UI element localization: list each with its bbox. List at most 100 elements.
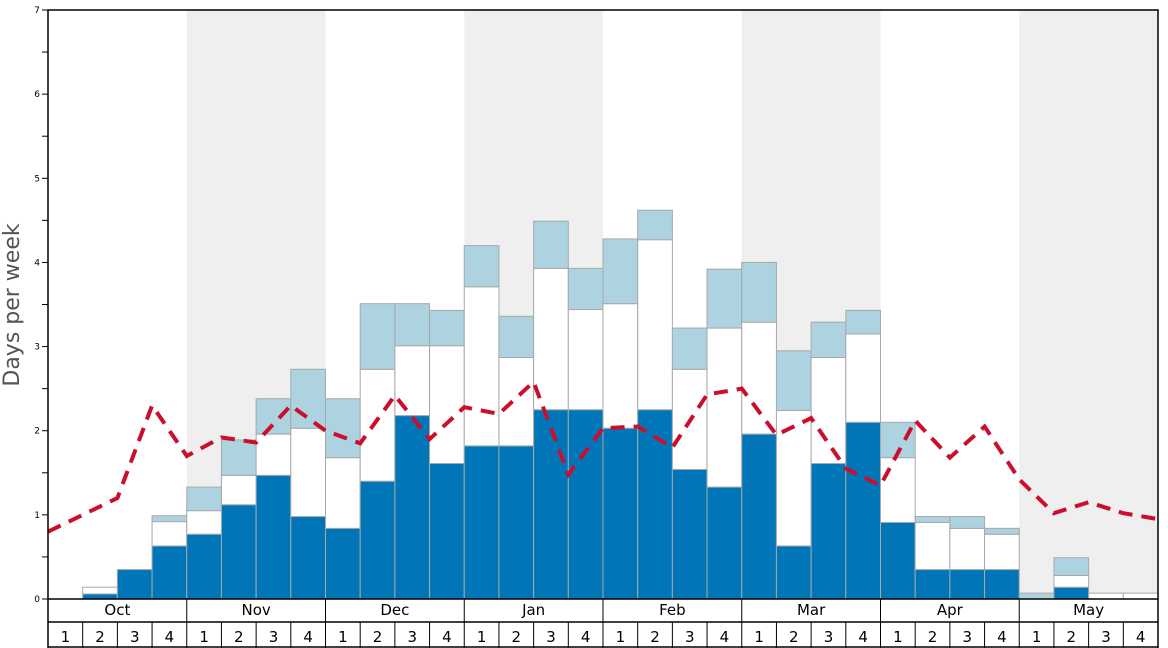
bar-segment xyxy=(984,533,1020,571)
bar-segment xyxy=(220,474,257,506)
month-label-jan: Jan xyxy=(521,601,545,619)
week-label: 4 xyxy=(1136,628,1146,646)
week-label: 4 xyxy=(165,628,175,646)
week-label: 2 xyxy=(512,628,522,646)
bar-segment xyxy=(984,569,1020,600)
y-axis-label: Days per week xyxy=(0,223,25,386)
bar-segment xyxy=(498,445,535,600)
bar-segment xyxy=(1053,586,1090,600)
y-tick-label: 5 xyxy=(34,174,40,184)
y-tick-label: 7 xyxy=(34,6,40,16)
bar-segment xyxy=(880,521,916,600)
week-label: 2 xyxy=(95,628,105,646)
trend-line-group xyxy=(47,378,1159,534)
bar-segment xyxy=(394,415,431,600)
y-tick-label: 0 xyxy=(34,595,40,605)
bar-segment xyxy=(186,486,222,512)
bar-segment xyxy=(845,421,881,600)
month-label-mar: Mar xyxy=(797,601,826,619)
bar-segment xyxy=(116,569,153,600)
bar-segment xyxy=(1053,574,1090,588)
week-label: 3 xyxy=(1101,628,1111,646)
bar-segment xyxy=(914,516,951,523)
bar-segment xyxy=(602,427,639,600)
bar-segment xyxy=(949,516,986,529)
week-label: 1 xyxy=(616,628,626,646)
bar-segment xyxy=(463,286,500,447)
bar-segment xyxy=(637,209,673,241)
bar-segment xyxy=(394,303,431,347)
bar-segment xyxy=(325,398,361,459)
bar-segment xyxy=(255,433,292,476)
week-label: 1 xyxy=(893,628,903,646)
bar-segment xyxy=(637,239,673,411)
y-tick-label: 1 xyxy=(34,511,40,521)
week-label: 3 xyxy=(824,628,834,646)
bar-segment xyxy=(359,480,396,600)
bar-segment xyxy=(186,510,222,535)
y-tick-label: 4 xyxy=(34,258,40,268)
bar-segment xyxy=(949,569,986,600)
bar-segment xyxy=(463,245,500,288)
week-label: 2 xyxy=(373,628,383,646)
week-label: 3 xyxy=(407,628,417,646)
week-label: 1 xyxy=(61,628,71,646)
week-label: 3 xyxy=(269,628,279,646)
y-tick-label: 2 xyxy=(34,427,40,437)
week-label: 2 xyxy=(650,628,660,646)
bar-segment xyxy=(775,350,812,412)
bar-segment xyxy=(567,309,604,411)
bar-segment xyxy=(706,327,743,488)
week-label: 2 xyxy=(928,628,938,646)
week-label: 3 xyxy=(546,628,556,646)
bar-segment xyxy=(290,427,326,518)
week-label: 3 xyxy=(685,628,695,646)
month-label-apr: Apr xyxy=(937,601,964,619)
bar-segment xyxy=(1122,592,1159,600)
bar-segment xyxy=(498,357,535,447)
bar-segment xyxy=(1053,557,1090,576)
week-label: 4 xyxy=(303,628,313,646)
bar-segment xyxy=(810,463,847,600)
bar-segment xyxy=(567,267,604,311)
bar-segment xyxy=(533,267,569,411)
week-label: 4 xyxy=(442,628,452,646)
bar-segment xyxy=(880,457,916,523)
bar-segment xyxy=(810,357,847,465)
week-label: 2 xyxy=(234,628,244,646)
month-label-may: May xyxy=(1073,601,1104,619)
week-label: 4 xyxy=(997,628,1007,646)
bar-segment xyxy=(706,486,743,600)
bar-segment xyxy=(914,569,951,600)
bar-segment xyxy=(533,409,569,600)
bar-segment xyxy=(845,309,881,335)
month-label-feb: Feb xyxy=(659,601,686,619)
bar-segment xyxy=(186,533,222,600)
week-label: 3 xyxy=(962,628,972,646)
bar-segment xyxy=(1088,592,1124,600)
bar-segment xyxy=(82,593,118,600)
month-label-dec: Dec xyxy=(380,601,409,619)
week-label: 4 xyxy=(720,628,730,646)
bar-segment xyxy=(741,433,777,600)
bars-group xyxy=(82,209,1159,600)
week-label: 1 xyxy=(338,628,348,646)
bar-segment xyxy=(429,463,465,600)
bar-segment xyxy=(810,321,847,359)
bar-segment xyxy=(82,586,118,595)
bar-segment xyxy=(151,521,188,547)
week-label: 4 xyxy=(581,628,591,646)
week-label: 4 xyxy=(858,628,868,646)
trend-line xyxy=(47,378,1159,534)
week-label: 1 xyxy=(754,628,764,646)
bar-segment xyxy=(255,398,292,435)
bar-segment xyxy=(984,527,1020,535)
month-label-nov: Nov xyxy=(241,601,270,619)
bar-segment xyxy=(325,527,361,600)
month-label-oct: Oct xyxy=(104,601,130,619)
axes-group: 0 1 2 3 4 5 6 7 Oct Nov Dec Jan Feb Mar Apr May 1 2 3 4 1 2 3 4… xyxy=(34,6,1159,648)
bar-segment xyxy=(463,445,500,600)
bar-segment xyxy=(429,309,465,347)
bar-segment xyxy=(533,220,569,269)
